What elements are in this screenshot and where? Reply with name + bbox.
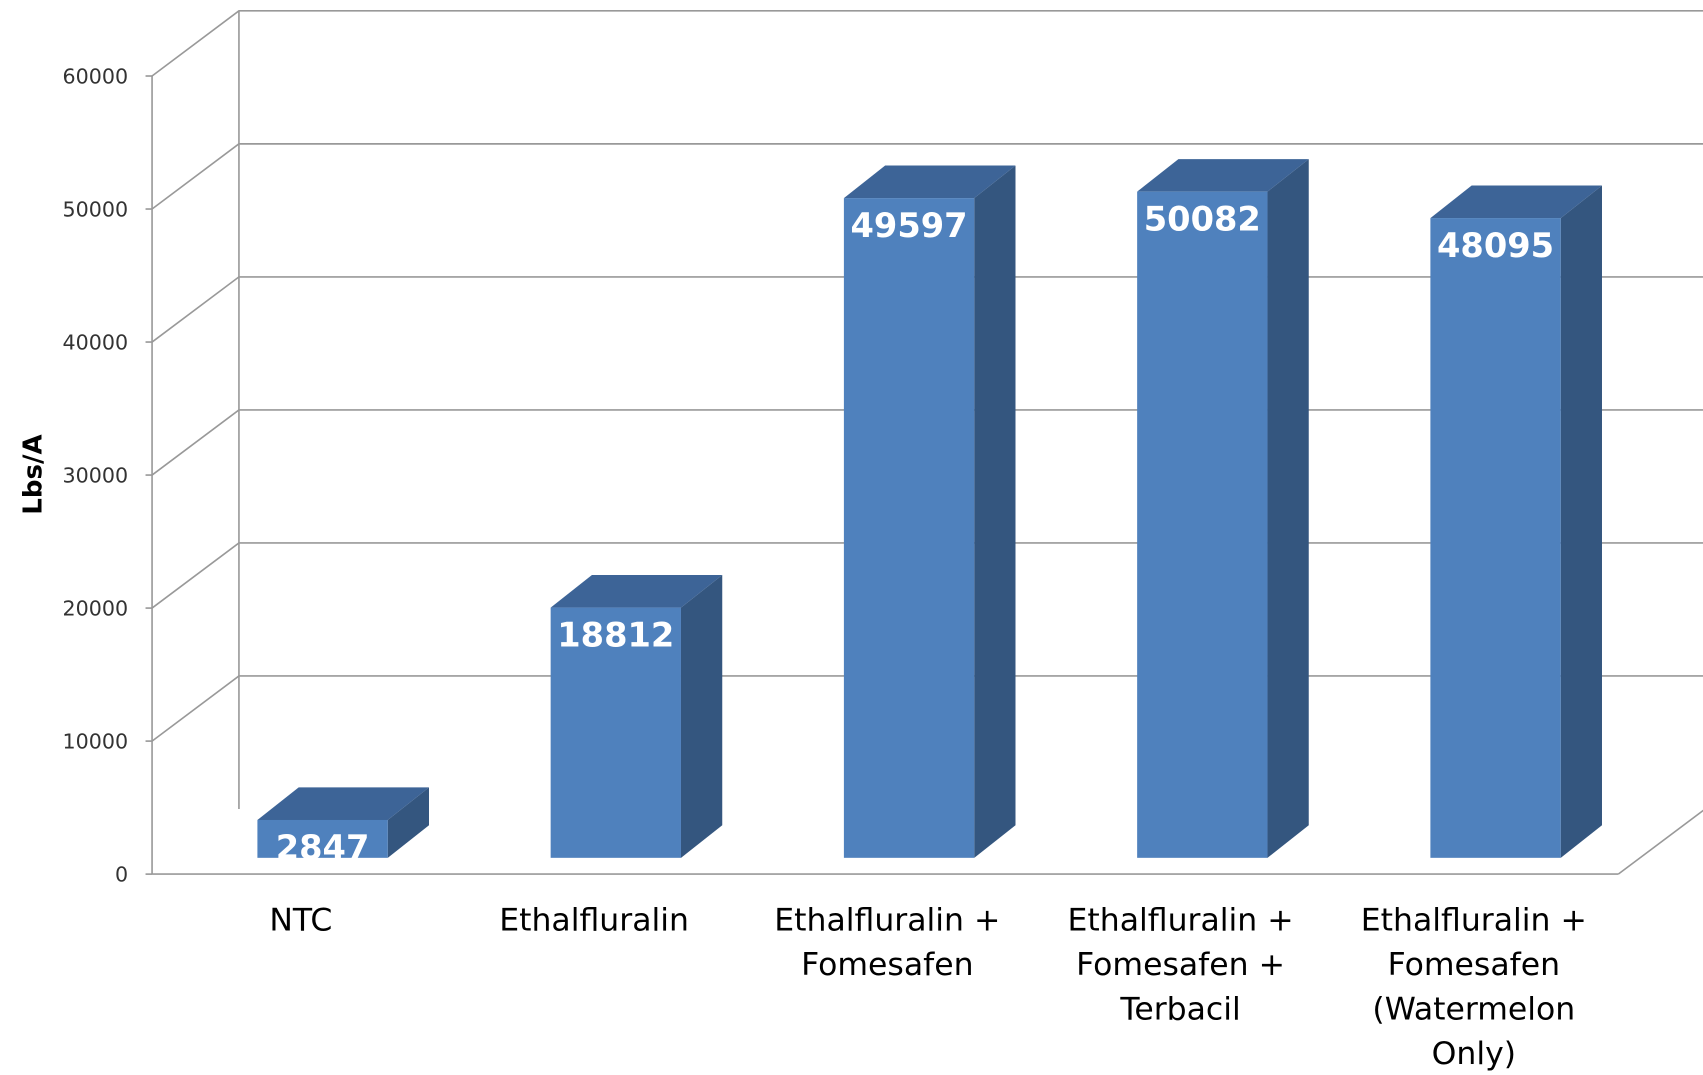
bar [843,198,975,858]
y-tick-label: 50000 [63,198,129,222]
y-tick-label: 30000 [63,464,129,488]
value-label: 2847 [276,828,370,867]
x-tick-label: NTC [269,903,332,939]
bar-top [1430,185,1602,219]
x-tick-line: Only) [1432,1036,1516,1072]
y-tick-label: 60000 [63,65,129,89]
bar-top [550,575,723,608]
bar-top [843,165,1016,199]
bar-side [1267,159,1309,858]
y-tick-label: 10000 [63,730,129,754]
value-label: 18812 [557,616,674,655]
x-tick-line: Fomesafen + [1076,947,1285,983]
bar-top [257,787,430,820]
y-tick-label: 20000 [63,597,129,621]
x-tick-line: Ethalfluralin + [1361,903,1587,939]
x-tick-line: Ethalfluralin [499,903,689,939]
bar-side [974,165,1016,858]
bar [257,819,388,858]
x-tick-line: (Watermelon [1372,992,1575,1028]
x-tick-line: NTC [269,903,332,939]
x-tick-line: Ethalfluralin + [1068,903,1294,939]
y-tick-label: 40000 [63,331,129,355]
value-label: 50082 [1144,200,1261,239]
value-label: 49597 [851,206,968,245]
bar-side [387,787,430,858]
grid-line [151,143,1703,210]
bar-side [680,575,723,858]
bar-side [1560,185,1602,858]
x-tick-label: Ethalfluralin + Fomesafen [774,903,1000,984]
bar-top [1137,159,1309,192]
x-tick-line: Terbacil [1119,992,1240,1028]
bar [1430,218,1561,858]
x-tick-line: Fomesafen [801,947,973,983]
y-axis-label: Lbs/A [18,433,48,514]
floor-right [1617,809,1703,875]
grid-line [151,10,1703,77]
x-tick-label: Ethalfluralin [499,903,689,939]
x-tick-line: Ethalfluralin + [774,903,1000,939]
bar [550,607,681,858]
value-label: 48095 [1437,226,1554,265]
y-tick-label: 0 [115,863,128,887]
bar [1137,191,1268,858]
x-tick-label: Ethalfluralin + Fomesafen + Terbacil [1068,903,1294,1028]
x-tick-line: Fomesafen [1388,947,1560,983]
x-tick-label: Ethalfluralin + Fomesafen (Watermelon Only) [1361,903,1587,1073]
